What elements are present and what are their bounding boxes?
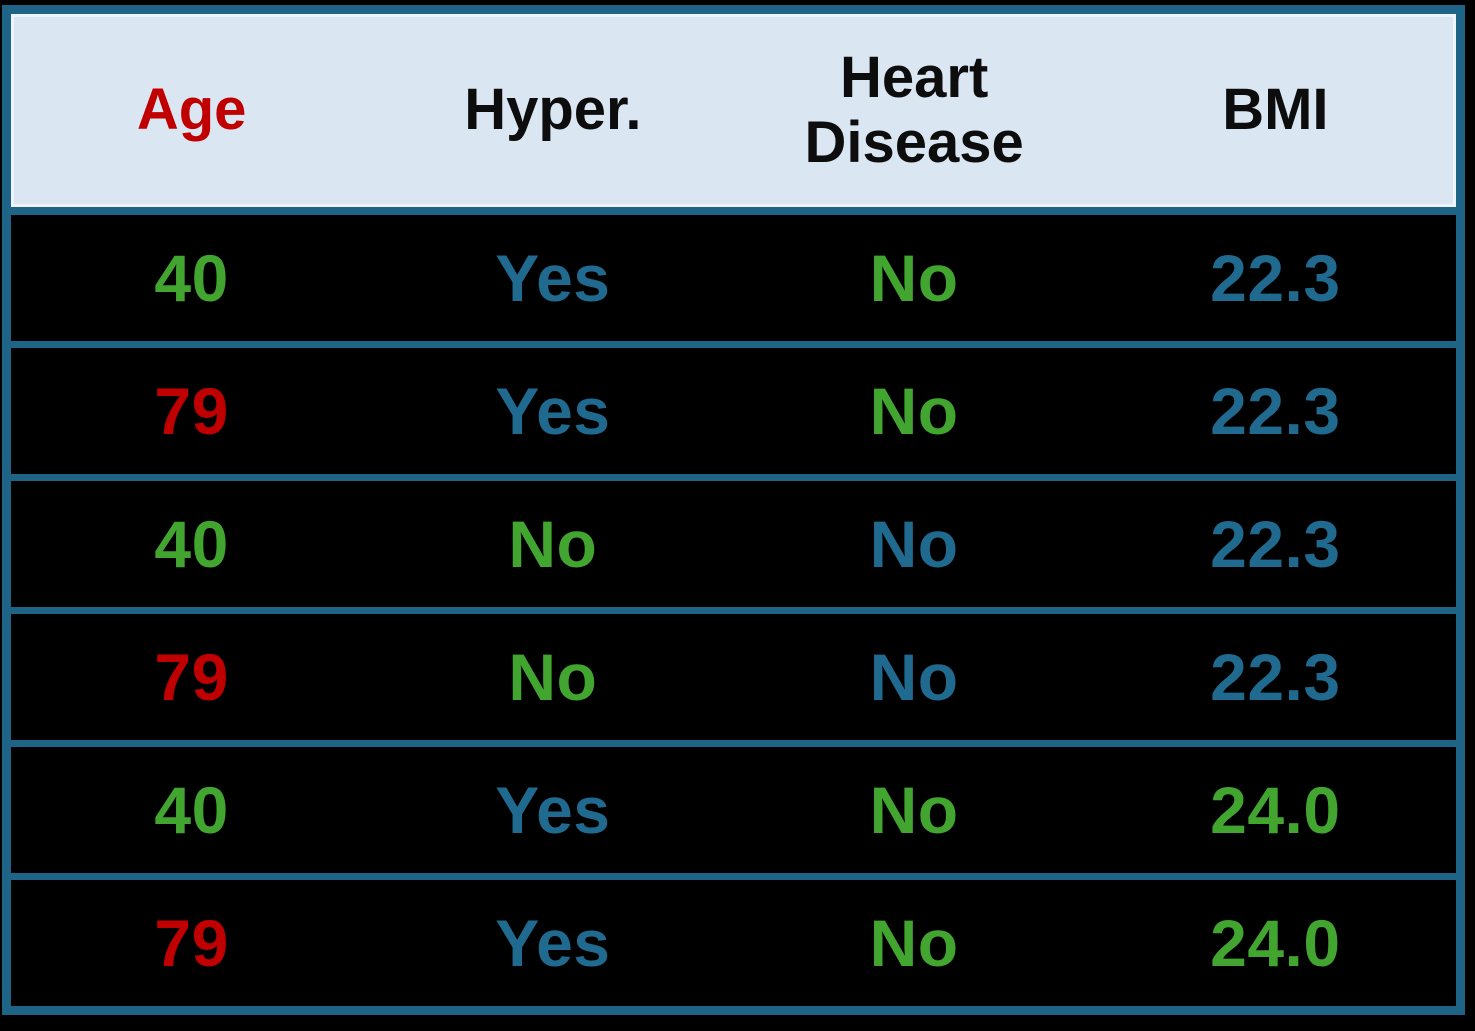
table-row: 40 No No 22.3 bbox=[11, 481, 1456, 614]
table-cell-hypertension: Yes bbox=[495, 906, 611, 980]
table-cell-bmi: 24.0 bbox=[1210, 773, 1341, 847]
table-header-row: Age Hyper. Heart Disease BMI bbox=[11, 14, 1456, 215]
table-cell-heart-disease: No bbox=[869, 640, 959, 714]
table-cell-hypertension: No bbox=[508, 507, 598, 581]
table-cell-bmi: 22.3 bbox=[1210, 241, 1341, 315]
table-row: 79 Yes No 22.3 bbox=[11, 348, 1456, 481]
table-cell-heart-disease: No bbox=[869, 507, 959, 581]
table-cell-age: 40 bbox=[154, 507, 229, 581]
table-cell-hypertension: Yes bbox=[495, 241, 611, 315]
table-cell-heart-disease: No bbox=[869, 241, 959, 315]
table-cell-bmi: 22.3 bbox=[1210, 507, 1341, 581]
table-cell-age: 40 bbox=[154, 773, 229, 847]
table-cell-hypertension: No bbox=[508, 640, 598, 714]
table-cell-heart-disease: No bbox=[869, 374, 959, 448]
table-cell-age: 79 bbox=[154, 640, 229, 714]
table-cell-heart-disease: No bbox=[869, 773, 959, 847]
patient-data-table: Age Hyper. Heart Disease BMI 40 Yes No 2… bbox=[2, 5, 1465, 1015]
header-cell-heart-disease: Heart Disease bbox=[804, 44, 1024, 175]
table-cell-age: 40 bbox=[154, 241, 229, 315]
table-row: 40 Yes No 24.0 bbox=[11, 747, 1456, 880]
table-cell-bmi: 22.3 bbox=[1210, 374, 1341, 448]
table-cell-hypertension: Yes bbox=[495, 773, 611, 847]
table-row: 79 No No 22.3 bbox=[11, 614, 1456, 747]
table-cell-age: 79 bbox=[154, 906, 229, 980]
table-cell-heart-disease: No bbox=[869, 906, 959, 980]
table-cell-bmi: 24.0 bbox=[1210, 906, 1341, 980]
header-cell-hypertension: Hyper. bbox=[464, 77, 642, 143]
table-cell-age: 79 bbox=[154, 374, 229, 448]
table-cell-hypertension: Yes bbox=[495, 374, 611, 448]
header-cell-bmi: BMI bbox=[1222, 77, 1329, 143]
table-cell-bmi: 22.3 bbox=[1210, 640, 1341, 714]
table-row: 40 Yes No 22.3 bbox=[11, 215, 1456, 348]
table-row: 79 Yes No 24.0 bbox=[11, 880, 1456, 1006]
header-cell-age: Age bbox=[136, 77, 247, 143]
